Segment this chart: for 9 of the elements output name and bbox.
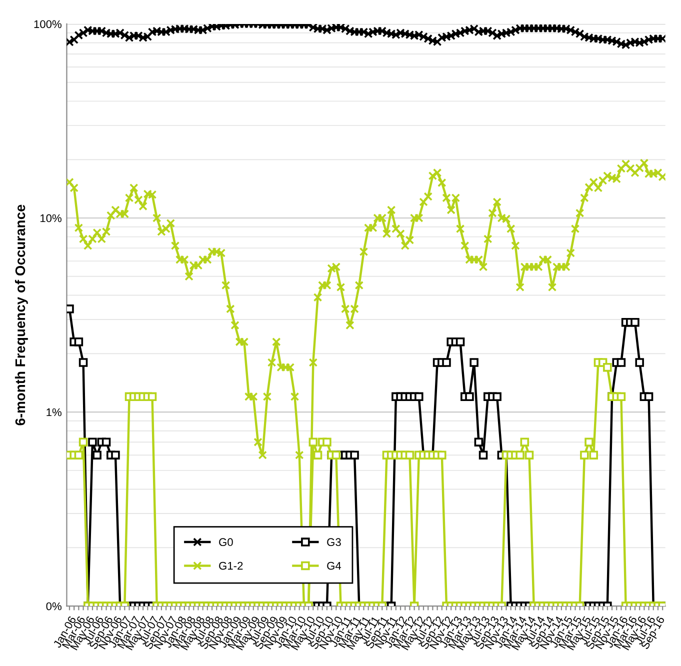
legend-label: G1-2 (219, 562, 243, 570)
legend-label: G3 (327, 538, 341, 546)
y-tick-label: 10% (40, 214, 62, 222)
legend-label: G4 (327, 562, 342, 570)
y-tick-label: 0% (46, 602, 62, 610)
y-tick-label: 1% (46, 408, 62, 416)
y-tick-label: 100% (34, 20, 62, 28)
legend-label: G0 (219, 538, 233, 546)
y-axis-title: 6-month Frequency of Occurance (14, 204, 28, 426)
